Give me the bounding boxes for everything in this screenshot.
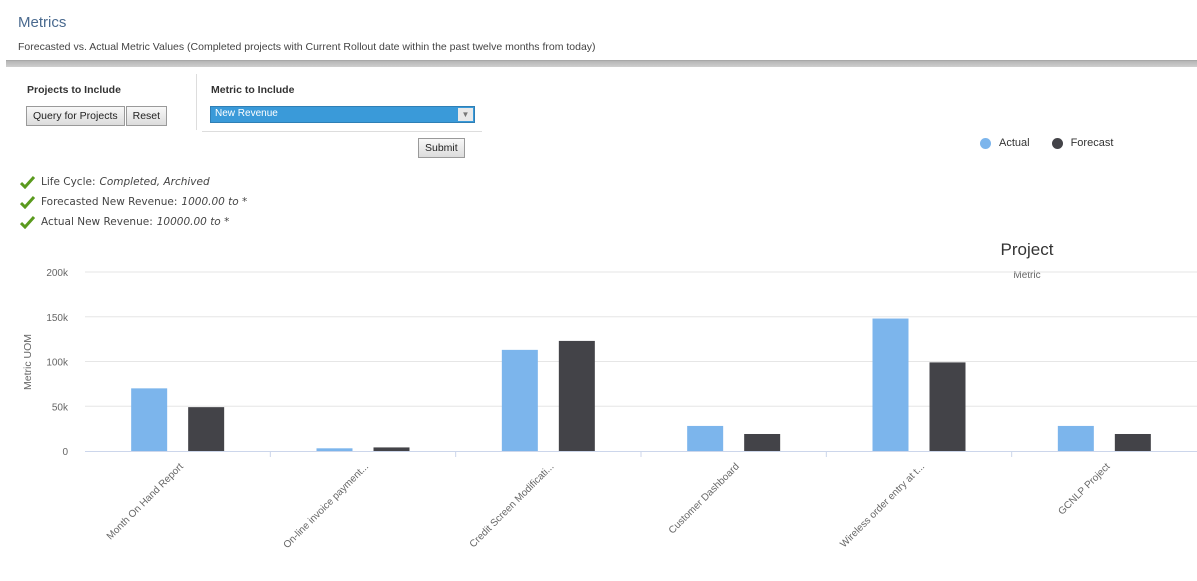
x-tick-label: Wireless order entry at t... <box>838 461 927 550</box>
filter-value: Completed, Archived <box>99 176 210 188</box>
chevron-down-icon[interactable]: ▼ <box>458 108 473 121</box>
y-tick-label: 150k <box>46 313 69 324</box>
query-for-projects-button[interactable]: Query for Projects <box>26 106 125 126</box>
filter-label: Life Cycle: <box>41 176 96 188</box>
bar-forecast <box>188 407 225 451</box>
filter-item: Forecasted New Revenue: 1000.00 to * <box>20 192 247 212</box>
bar-forecast <box>558 340 595 451</box>
projects-button-group: Query for Projects Reset <box>26 106 168 126</box>
bar-forecast <box>744 433 781 451</box>
checkmark-icon <box>20 215 35 229</box>
filter-value: 1000.00 to * <box>181 196 248 208</box>
bar-forecast <box>1114 433 1151 451</box>
y-tick-label: 200k <box>46 268 69 279</box>
legend-dot-icon <box>980 137 991 149</box>
x-tick-label: GCNLP Project <box>1056 461 1112 517</box>
projects-heading: Projects to Include <box>27 84 121 96</box>
checkmark-icon <box>20 175 35 189</box>
filter-value: 10000.00 to * <box>156 216 230 228</box>
legend-label: Forecast <box>1070 137 1114 149</box>
filter-list: Life Cycle: Completed, Archived Forecast… <box>20 172 247 232</box>
y-tick-label: 0 <box>62 447 68 458</box>
checkmark-icon <box>20 195 35 209</box>
legend-item-actual[interactable]: Actual <box>980 137 1030 149</box>
reset-button[interactable]: Reset <box>125 106 168 126</box>
bar-forecast <box>373 447 410 451</box>
y-tick-label: 50k <box>52 402 69 413</box>
metric-panel: Metric to Include New Revenue ▼ Submit <box>202 74 482 164</box>
panel-divider <box>202 131 482 132</box>
filter-label: Actual New Revenue: <box>41 216 153 228</box>
y-axis-title: Metric UOM <box>22 334 34 390</box>
chart-subtitle: Metric <box>1013 270 1040 281</box>
bar-actual <box>316 448 353 451</box>
bar-actual <box>501 349 538 451</box>
metric-select-value: New Revenue <box>215 108 278 119</box>
submit-button[interactable]: Submit <box>418 138 465 158</box>
chart-legend: Actual Forecast <box>980 137 1135 149</box>
bar-actual <box>872 318 909 451</box>
legend-label: Actual <box>999 137 1030 149</box>
bar-actual <box>1057 425 1094 451</box>
x-tick-label: On-line invoice payment... <box>282 461 372 551</box>
legend-dot-icon <box>1051 137 1063 149</box>
metric-select[interactable]: New Revenue ▼ <box>210 106 475 123</box>
y-tick-label: 100k <box>46 358 69 369</box>
header-divider <box>6 60 1197 67</box>
filter-item: Actual New Revenue: 10000.00 to * <box>20 212 247 232</box>
bar-actual <box>687 425 724 451</box>
bar-forecast <box>929 362 966 451</box>
chart-title: Project <box>1001 240 1054 259</box>
x-tick-label: Customer Dashboard <box>667 461 742 536</box>
x-tick-label: Credit Screen Modificati... <box>468 461 557 550</box>
metric-heading: Metric to Include <box>211 84 295 96</box>
bar-actual <box>131 388 168 451</box>
filter-item: Life Cycle: Completed, Archived <box>20 172 247 192</box>
legend-item-forecast[interactable]: Forecast <box>1051 137 1114 149</box>
projects-panel: Projects to Include Query for Projects R… <box>18 74 197 130</box>
filter-label: Forecasted New Revenue: <box>41 196 178 208</box>
x-tick-label: Month On Hand Report <box>105 461 186 542</box>
page-title: Metrics <box>18 14 67 31</box>
page-subtitle: Forecasted vs. Actual Metric Values (Com… <box>18 41 596 53</box>
